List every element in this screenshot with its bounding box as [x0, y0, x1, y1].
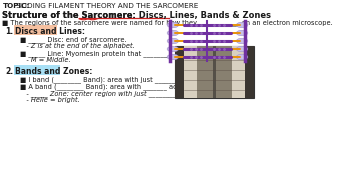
- Text: - Z is at the end of the alphabet.: - Z is at the end of the alphabet.: [20, 43, 134, 49]
- Text: ■ The regions of the sarcomere were named for how they ____________ on an electr: ■ The regions of the sarcomere were name…: [2, 19, 333, 26]
- Text: ■ A band (________ Band): area with _______ actin & myosin.: ■ A band (________ Band): area with ____…: [20, 83, 221, 90]
- Ellipse shape: [167, 22, 178, 28]
- Bar: [232, 46, 245, 98]
- Ellipse shape: [236, 54, 248, 60]
- Ellipse shape: [167, 54, 178, 60]
- Text: 2.: 2.: [5, 67, 13, 76]
- Bar: [184, 46, 197, 98]
- Text: 1.: 1.: [5, 27, 13, 36]
- Bar: [213, 46, 216, 98]
- Text: ■ _____ Line: Myomesin protein that ____________ myosin.: ■ _____ Line: Myomesin protein that ____…: [20, 50, 212, 57]
- Ellipse shape: [236, 30, 248, 36]
- Text: - _____ Zone: center region with just __________.: - _____ Zone: center region with just __…: [20, 90, 184, 97]
- Ellipse shape: [236, 22, 248, 28]
- FancyBboxPatch shape: [14, 25, 57, 35]
- Ellipse shape: [167, 30, 178, 36]
- Text: Structure of the Sarcomere:: Structure of the Sarcomere:: [2, 11, 139, 20]
- Text: SLIDING FILAMENT THEORY AND THE SARCOMERE: SLIDING FILAMENT THEORY AND THE SARCOMER…: [14, 3, 198, 9]
- Bar: [245, 46, 254, 98]
- Text: - M = Middle.: - M = Middle.: [20, 57, 70, 63]
- Text: Structure of the Sarcomere: Discs, Lines, Bands & Zones: Structure of the Sarcomere: Discs, Lines…: [2, 11, 272, 20]
- Text: - Helle = bright.: - Helle = bright.: [20, 97, 79, 103]
- Bar: [175, 46, 184, 98]
- Ellipse shape: [236, 38, 248, 44]
- FancyBboxPatch shape: [14, 65, 60, 75]
- Text: TOPIC:: TOPIC:: [2, 3, 30, 9]
- Text: ■ I band (________ Band): area with just __________.: ■ I band (________ Band): area with just…: [20, 76, 190, 83]
- Text: Bands and Zones:: Bands and Zones:: [15, 67, 92, 76]
- Bar: [175, 46, 254, 98]
- Ellipse shape: [167, 38, 178, 44]
- Text: Discs and Lines:: Discs and Lines:: [15, 27, 85, 36]
- Bar: [197, 46, 232, 98]
- Ellipse shape: [236, 46, 248, 52]
- Text: ■ _____ Disc: end of sarcomere.: ■ _____ Disc: end of sarcomere.: [20, 36, 126, 43]
- Ellipse shape: [167, 46, 178, 52]
